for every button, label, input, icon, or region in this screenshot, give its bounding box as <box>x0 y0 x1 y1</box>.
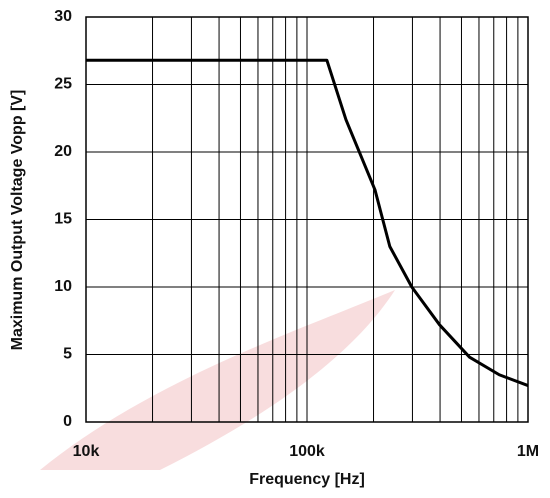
y-tick-label: 20 <box>54 143 72 160</box>
y-tick-label: 10 <box>54 278 72 295</box>
x-axis-label: Frequency [Hz] <box>249 471 365 488</box>
x-tick-label: 1M <box>517 443 539 460</box>
y-tick-label: 5 <box>63 346 72 363</box>
y-tick-label: 25 <box>54 76 72 93</box>
x-tick-label: 10k <box>73 443 100 460</box>
y-axis-label: Maximum Output Voltage Vopp [V] <box>9 90 26 351</box>
series-line <box>86 58 529 387</box>
x-tick-label: 100k <box>289 443 325 460</box>
y-tick-label: 15 <box>54 211 72 228</box>
watermark <box>40 290 395 470</box>
y-tick-label: 0 <box>63 413 72 430</box>
plot-frame <box>85 16 529 423</box>
y-tick-label: 30 <box>54 8 72 25</box>
